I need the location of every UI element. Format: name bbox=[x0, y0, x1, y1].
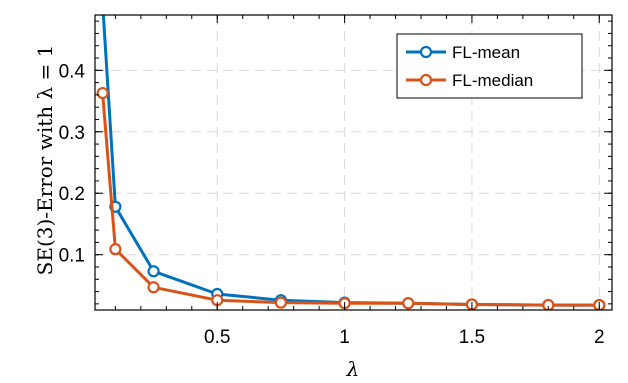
legend-marker bbox=[419, 45, 433, 59]
tick-labels: 0.5 1 1.5 2 0.1 0.2 0.3 0.4 bbox=[59, 61, 605, 348]
data-point-fl-median bbox=[274, 296, 288, 309]
data-point-fl-mean bbox=[98, 0, 108, 8]
data-point-fl-median bbox=[402, 297, 415, 310]
y-axis-label: SE(3)-Error with λ = 1 bbox=[33, 45, 57, 276]
x-tick-label: 1 bbox=[339, 327, 350, 348]
axis-ticks bbox=[95, 15, 612, 310]
series-fl-median bbox=[96, 86, 606, 310]
legend: FL-mean FL-median bbox=[396, 33, 583, 99]
legend-item-fl-median: FL-median bbox=[406, 71, 533, 90]
legend-label: FL-median bbox=[452, 71, 533, 90]
series-line-fl-median bbox=[101, 92, 600, 307]
x-axis-label: λ bbox=[346, 357, 360, 381]
legend-box bbox=[396, 33, 583, 99]
legend-marker bbox=[419, 73, 433, 87]
x-tick-label: 1.5 bbox=[459, 327, 485, 348]
y-tick-label: 0.1 bbox=[59, 246, 85, 267]
plot-frame bbox=[94, 14, 613, 311]
legend-label: FL-mean bbox=[452, 43, 520, 62]
data-point-fl-median bbox=[96, 86, 109, 100]
data-point-fl-median bbox=[147, 281, 160, 294]
y-tick-label: 0.3 bbox=[59, 123, 85, 144]
data-point-fl-mean bbox=[147, 265, 160, 278]
data-point-fl-median bbox=[542, 298, 555, 310]
y-tick-label: 0.2 bbox=[59, 184, 85, 205]
x-tick-label: 2 bbox=[594, 327, 605, 348]
y-tick-label: 0.4 bbox=[59, 61, 86, 82]
x-tick-label: 0.5 bbox=[204, 327, 230, 348]
data-point-fl-median bbox=[109, 243, 122, 256]
legend-item-fl-mean: FL-mean bbox=[406, 43, 520, 62]
